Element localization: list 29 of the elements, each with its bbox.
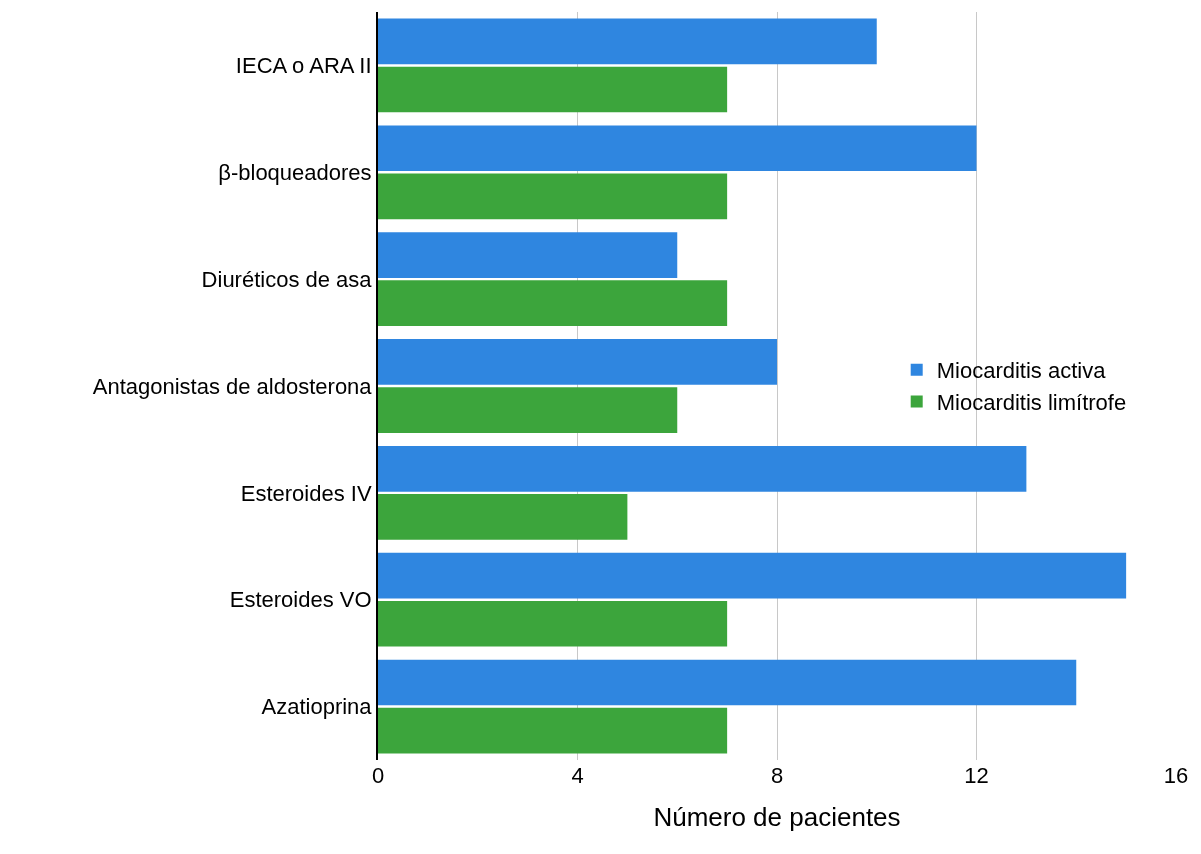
bar	[378, 339, 777, 385]
y-tick-label: Diuréticos de asa	[201, 266, 373, 292]
y-tick-label: β-bloqueadores	[218, 159, 372, 185]
bar	[378, 18, 877, 65]
bar	[378, 232, 678, 278]
bar	[378, 280, 728, 327]
bar	[378, 387, 678, 433]
bar	[378, 66, 728, 113]
y-tick-label: Esteroides IV	[240, 480, 372, 506]
x-tick-label: 12	[964, 763, 989, 788]
legend-label: Miocarditis limítrofe	[936, 389, 1127, 415]
y-tick-label: Esteroides VO	[229, 587, 372, 613]
y-tick-label: Azatioprina	[261, 694, 373, 720]
x-tick-label: 4	[571, 763, 584, 788]
y-tick-label: IECA o ARA II	[235, 53, 372, 79]
bar	[378, 707, 728, 754]
x-tick-label: 16	[1163, 763, 1189, 788]
bar	[378, 173, 728, 220]
bar	[378, 552, 1127, 599]
bar	[378, 600, 728, 647]
legend-label: Miocarditis activa	[936, 358, 1107, 384]
y-tick-label: Antagonistas de aldosterona	[92, 373, 373, 399]
x-tick-label: 8	[770, 763, 784, 788]
bar	[378, 445, 1027, 492]
bar	[378, 494, 628, 540]
bar	[378, 125, 977, 172]
x-tick-label: 0	[371, 763, 385, 788]
bar	[378, 659, 1077, 706]
x-axis-title: Número de pacientes	[653, 801, 901, 832]
